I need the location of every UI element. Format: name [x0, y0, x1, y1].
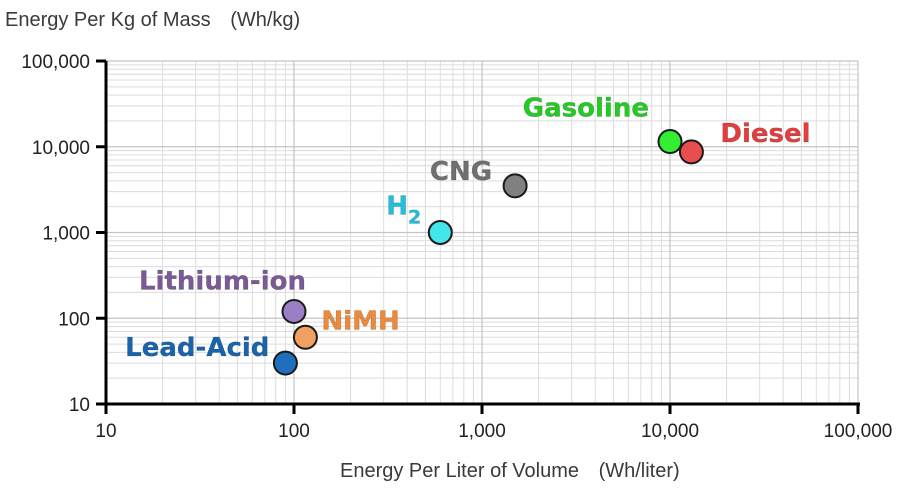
x-tick-label: 10,000 — [641, 421, 699, 442]
y-tick-label: 100 — [58, 309, 90, 330]
x-tick-label: 1,000 — [458, 421, 506, 442]
label-cng: CNG — [430, 157, 492, 187]
y-tick-label: 10 — [69, 395, 90, 416]
point-cng — [502, 173, 528, 199]
x-tick-label: 10 — [95, 421, 116, 442]
point-gasoline — [657, 129, 683, 155]
y-axis-unit: (Wh/kg) — [230, 9, 300, 31]
x-axis-unit: (Wh/liter) — [599, 460, 680, 482]
label-gasoline: Gasoline — [523, 94, 649, 124]
point-nimh — [292, 324, 318, 350]
x-tick-label: 100,000 — [824, 421, 893, 442]
point-lithium-ion — [281, 298, 307, 324]
point-lead-acid — [272, 350, 298, 376]
x-tick-label: 100 — [278, 421, 310, 442]
x-axis-label: Energy Per Liter of Volume — [340, 460, 579, 482]
label-h2: H2 — [386, 192, 421, 229]
y-axis-title: Energy Per Kg of Mass (Wh/kg) — [5, 9, 300, 31]
y-tick-label: 10,000 — [32, 138, 90, 159]
y-tick-labels: 10 100 1,000 10,000 100,000 — [21, 52, 90, 416]
y-axis-label: Energy Per Kg of Mass — [5, 9, 211, 31]
data-points — [272, 129, 704, 376]
x-tick-labels: 10 100 1,000 10,000 100,000 — [95, 421, 892, 442]
y-tick-label: 100,000 — [21, 52, 90, 73]
point-diesel — [678, 139, 704, 165]
label-diesel: Diesel — [720, 119, 810, 149]
data-labels: Lead-Acid NiMH Lithium-ion H2 CNG Gasoline Die… — [125, 93, 811, 363]
label-lithium-ion: Lithium-ion — [139, 266, 306, 296]
label-h2-main: H — [386, 192, 408, 222]
point-h2 — [427, 220, 453, 245]
x-axis-title: Energy Per Liter of Volume (Wh/liter) — [340, 460, 680, 482]
label-h2-subscript: 2 — [408, 207, 421, 229]
label-lead-acid: Lead-Acid — [125, 333, 269, 363]
label-nimh: NiMH — [321, 306, 399, 336]
y-tick-label: 1,000 — [42, 224, 90, 245]
axes — [96, 59, 860, 414]
